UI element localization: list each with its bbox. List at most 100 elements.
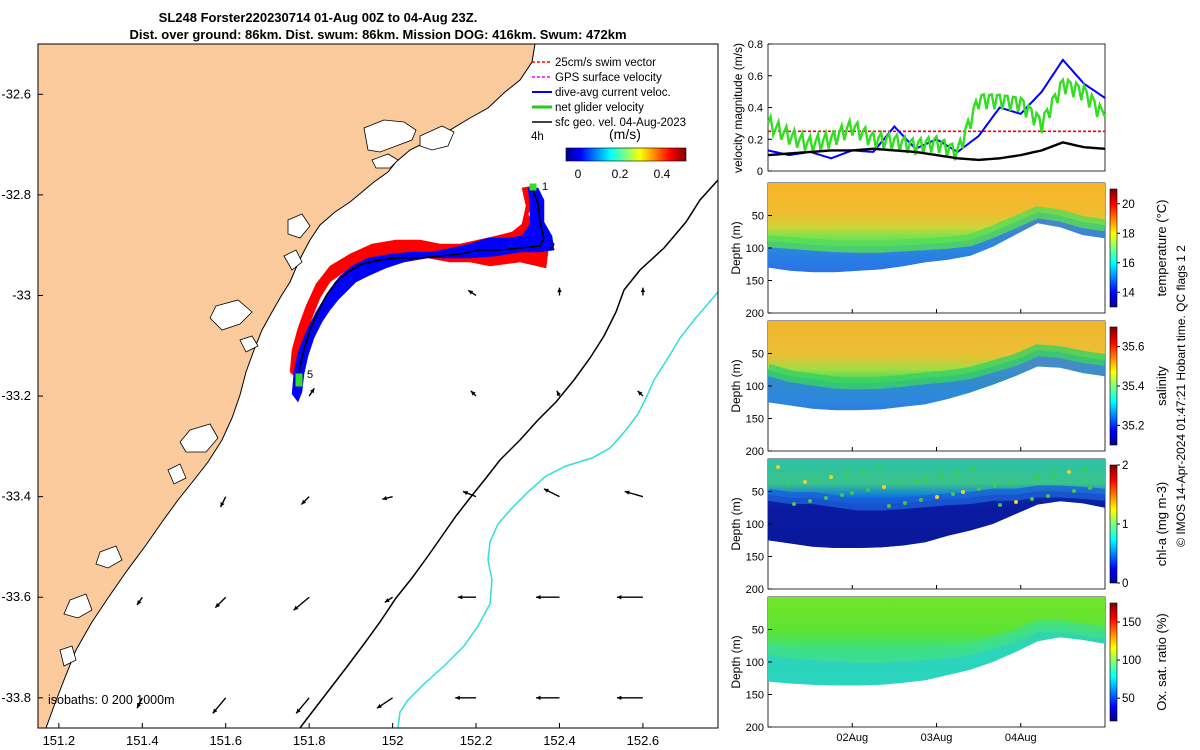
geo-velocity-arrow <box>462 490 477 498</box>
colorbar-tick-label: 0 <box>1122 578 1128 590</box>
chl-sample-point <box>898 482 902 486</box>
section-x-tick-label: 02Aug <box>836 732 868 744</box>
scale-label: 4h <box>531 131 544 143</box>
velocity-y-tick-label: 0.2 <box>748 134 763 146</box>
geo-velocity-arrow <box>637 390 644 397</box>
chl-sample-point <box>993 484 997 488</box>
colorbar-tick-2: 0.4 <box>654 167 671 181</box>
geo-velocity-arrow <box>293 596 310 611</box>
chl-sample-point <box>903 501 907 505</box>
velocity-y-tick-label: 0.8 <box>748 39 763 51</box>
isobath-1000m <box>397 291 719 729</box>
chl-sample-point <box>940 474 944 478</box>
section-y-tick-label: 200 <box>746 584 764 596</box>
chl-sample-point <box>792 502 796 506</box>
footer-stamp: © IMOS 14-Apr-2024 01:47:21 Hobart time.… <box>1174 245 1188 547</box>
chl-sample-point <box>914 479 918 483</box>
section-colorbar <box>1109 602 1118 722</box>
section-y-tick-label: 150 <box>746 552 764 564</box>
section-panel: 50 100 150 200 Depth (m) 0 1 2 chl-a (mg m-3) <box>729 458 1169 596</box>
track-label-5: 5 <box>307 369 313 381</box>
map-y-tick-label: -33 <box>12 287 31 302</box>
section-y-tick-label: 150 <box>746 276 764 288</box>
map-y-tick-label: -33.8 <box>1 690 31 705</box>
colorbar-tick-label: 100 <box>1122 655 1141 667</box>
speed-colorbar <box>565 147 687 162</box>
chl-sample-point <box>1083 467 1087 471</box>
map-legend: 25cm/s swim vector GPS surface velocity … <box>531 57 687 181</box>
geo-velocity-arrow <box>214 596 227 609</box>
chl-sample-point <box>924 477 928 481</box>
net-glider-velocity-marks <box>295 183 537 387</box>
section-y-tick-label: 200 <box>746 722 764 734</box>
section-y-tick-label: 50 <box>752 487 764 499</box>
chl-sample-point <box>1067 470 1071 474</box>
velocity-y-tick-label: 0.6 <box>748 71 763 83</box>
geo-velocity-arrow <box>212 697 227 714</box>
velocity-panel: 0 0.2 0.4 0.6 0.8 velocity magnitude (m/s) <box>731 39 1107 178</box>
map-panel: 1 2 5 25cm/s swim vector GPS surface vel… <box>1 43 719 748</box>
chl-sample-point <box>1072 489 1076 493</box>
chl-sample-point <box>956 471 960 475</box>
chl-sample-point <box>776 465 780 469</box>
legend-item-swim-vector: 25cm/s swim vector <box>532 57 656 69</box>
figure-subtitle: Dist. over ground: 86km. Dist. swum: 86k… <box>129 27 626 42</box>
geo-velocity-arrow <box>543 488 560 498</box>
track-labels: 1 2 5 <box>307 181 555 381</box>
colorbar-tick-label: 35.2 <box>1122 420 1144 432</box>
map-x-tick-label: 152 <box>382 733 404 748</box>
section-ylabel: Depth (m) <box>729 221 743 274</box>
section-y-tick-label: 150 <box>746 690 764 702</box>
chl-sample-point <box>951 492 955 496</box>
section-ylabel: Depth (m) <box>729 635 743 688</box>
dive-avg-current-swath <box>291 187 555 403</box>
colorbar-unit-label: (m/s) <box>609 126 641 142</box>
velocity-series-line <box>767 141 1106 162</box>
colorbar-tick-label: 1 <box>1122 519 1128 531</box>
geo-velocity-arrow <box>219 496 227 508</box>
colorbar-tick-label: 16 <box>1122 258 1135 270</box>
chl-sample-point <box>813 478 817 482</box>
geo-velocity-arrow <box>640 287 646 296</box>
legend-item-gps-surface-velocity: GPS surface velocity <box>532 72 662 84</box>
chl-sample-point <box>829 475 833 479</box>
section-x-tick-label: 04Aug <box>1005 732 1037 744</box>
section-y-tick-label: 200 <box>746 308 764 320</box>
chl-sample-point <box>977 487 981 491</box>
map-y-axis: -32.6 -32.8 -33 -33.2 -33.4 -33.6 -33.8 <box>1 86 43 705</box>
chl-sample-point <box>787 483 791 487</box>
chl-sample-point <box>882 485 886 489</box>
colorbar-tick-label: 50 <box>1122 693 1135 705</box>
chl-sample-point <box>1009 481 1013 485</box>
colorbar-label: Ox. sat. ratio (%) <box>1154 613 1169 711</box>
geo-velocity-arrow <box>470 390 477 397</box>
velocity-series <box>766 58 1107 162</box>
isobath-legend: isobaths: 0 200 1000m <box>48 693 174 707</box>
geo-velocity-arrow <box>557 287 562 296</box>
map-y-tick-label: -33.2 <box>1 388 31 403</box>
colorbar-tick-label: 35.6 <box>1122 342 1144 354</box>
section-panel: 50 100 150 200 Depth (m) 14 16 18 20 temperature … <box>729 182 1169 320</box>
svg-text:GPS surface velocity: GPS surface velocity <box>555 72 662 84</box>
map-x-tick-label: 152.4 <box>543 733 576 748</box>
geo-velocity-arrow <box>536 595 560 600</box>
velocity-y-tick-label: 0.4 <box>748 103 763 115</box>
map-x-tick-label: 152.2 <box>460 733 493 748</box>
colorbar-tick-label: 150 <box>1122 617 1141 629</box>
svg-text:net glider velocity: net glider velocity <box>555 102 644 114</box>
estuaries <box>59 119 455 667</box>
map-y-tick-label: -32.8 <box>1 187 31 202</box>
section-y-tick-label: 100 <box>746 243 764 255</box>
chl-sample-point <box>1088 486 1092 490</box>
velocity-y-tick-label: 0 <box>757 166 763 178</box>
chl-sample-point <box>1014 500 1018 504</box>
svg-text:25cm/s swim vector: 25cm/s swim vector <box>555 57 656 69</box>
section-colorbar <box>1109 188 1118 308</box>
chl-sample-point <box>866 488 870 492</box>
colorbar-tick-label: 18 <box>1122 228 1135 240</box>
section-colorbar <box>1109 326 1118 446</box>
chl-sample-point <box>1051 473 1055 477</box>
geo-velocity-arrow <box>624 490 644 498</box>
isobath-200m <box>299 179 719 729</box>
map-x-tick-label: 151.2 <box>43 733 76 748</box>
